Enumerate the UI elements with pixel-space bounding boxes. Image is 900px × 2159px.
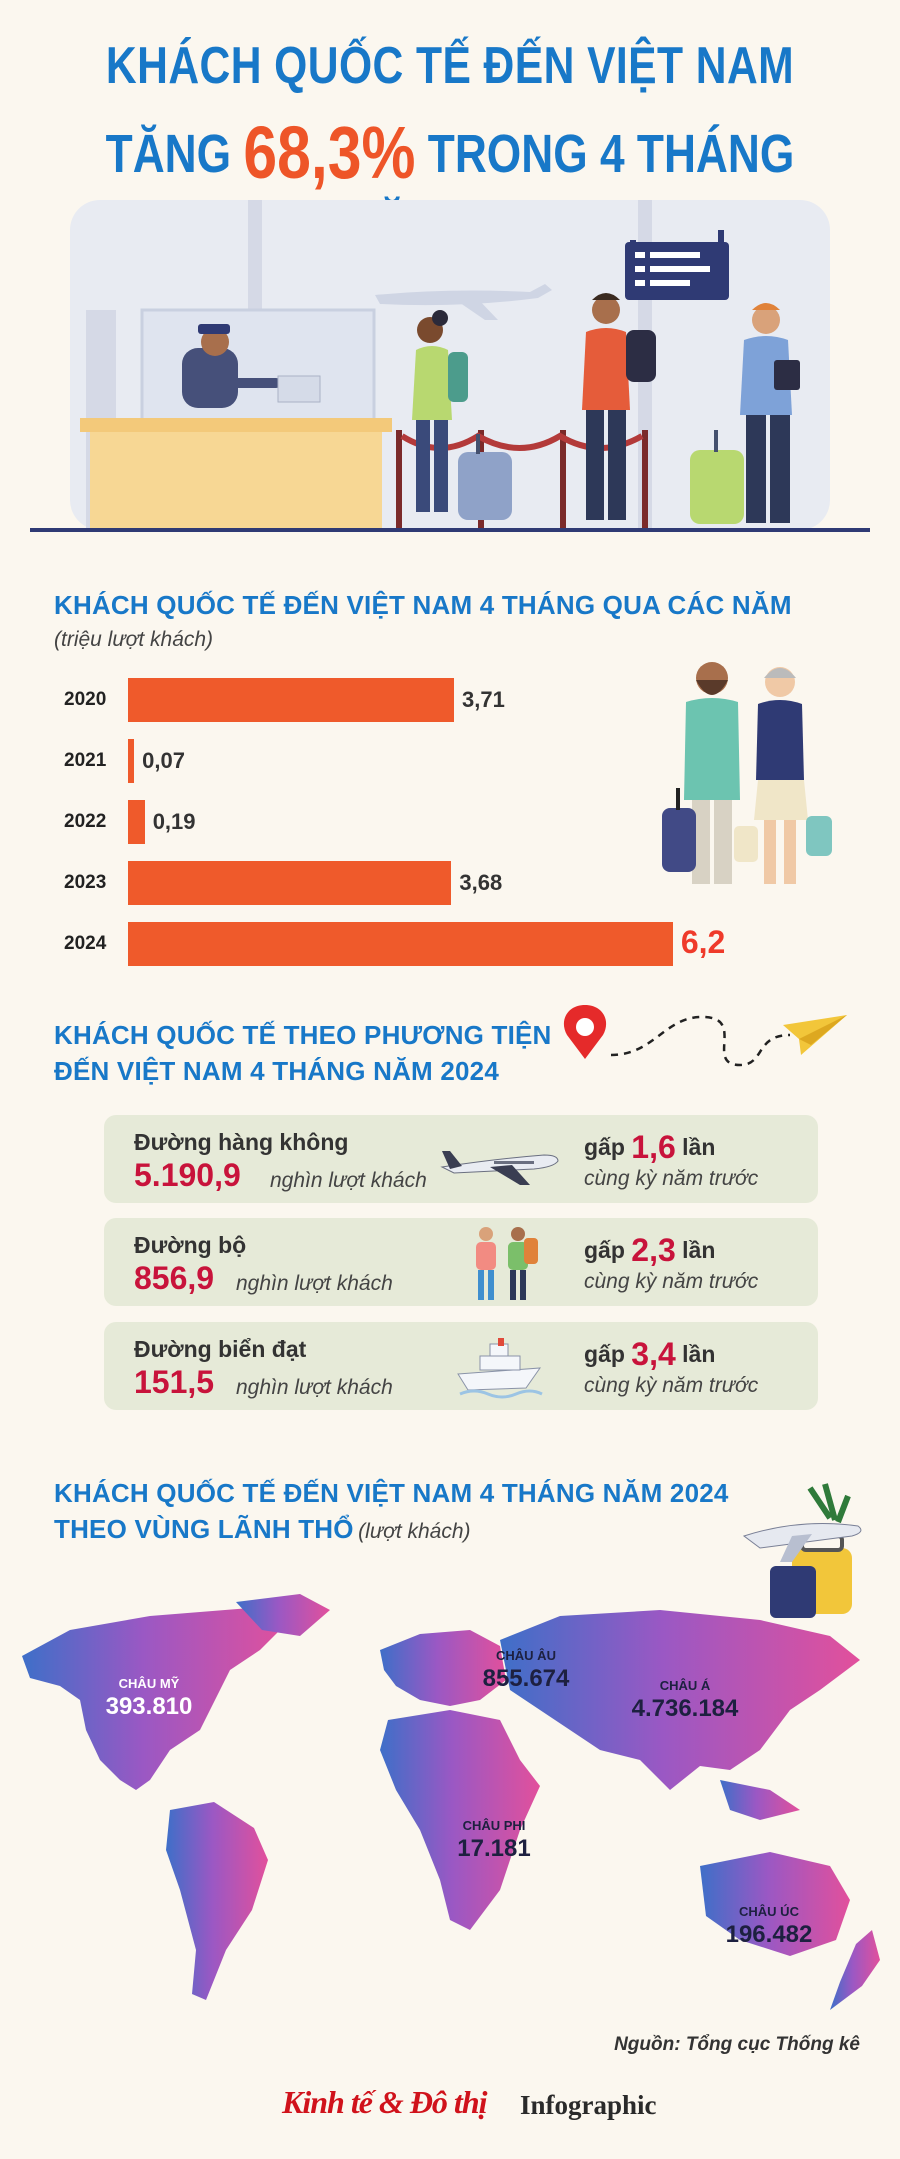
transport-card-sea: Đường biển đạt 151,5 nghìn lượt khách gấ… (104, 1322, 818, 1410)
growth-multiple: gấp 2,3 lần (584, 1232, 716, 1268)
australia-shape (700, 1852, 850, 1956)
asia-shape (500, 1610, 860, 1790)
south-america-shape (166, 1802, 268, 2000)
region-label-oceania: CHÂU ÚC 196.482 (725, 1904, 813, 1948)
bar-2023 (128, 861, 452, 905)
section-transport-title-line2: ĐẾN VIỆT NAM 4 THÁNG NĂM 2024 (54, 1056, 499, 1086)
traveler-woman (412, 310, 512, 520)
comparison-note: cùng kỳ năm trước (584, 1374, 759, 1397)
section-region-title-line2-wrap: THEO VÙNG LÃNH THỔ (lượt khách) (54, 1514, 471, 1545)
section-yearly-unit: (triệu lượt khách) (54, 628, 214, 651)
section-region-unit: (lượt khách) (358, 1520, 471, 1543)
title-prefix: TĂNG (105, 124, 232, 184)
bar-value-label-2020: 3,71 (462, 687, 505, 712)
bar-2021 (128, 739, 135, 783)
region-label-asia: CHÂU Á 4.736.184 (631, 1678, 739, 1722)
north-america-shape (22, 1608, 290, 1790)
transport-value: 5.190,9 (134, 1157, 241, 1193)
region-label-americas: CHÂU MỸ 393.810 (105, 1676, 193, 1720)
year-label-2021: 2021 (64, 750, 107, 771)
section-region-title-line2: THEO VÙNG LÃNH THỔ (54, 1514, 354, 1544)
elderly-couple-travelers-illustration (662, 662, 832, 884)
transport-card-road: Đường bộ 856,9 nghìn lượt khách gấp 2,3 … (104, 1218, 818, 1306)
traveler-man (582, 293, 656, 520)
southeast-asia-islands-shape (720, 1780, 800, 1820)
transport-unit: nghìn lượt khách (236, 1376, 393, 1399)
year-label-2024: 2024 (64, 933, 107, 954)
greenland-shape (236, 1594, 330, 1636)
airplane-icon (440, 1151, 559, 1185)
bar-2024 (128, 922, 673, 966)
transport-unit: nghìn lượt khách (236, 1272, 393, 1295)
transport-name: Đường hàng không (134, 1129, 349, 1155)
growth-multiple: gấp 3,4 lần (584, 1336, 716, 1372)
comparison-note: cùng kỳ năm trước (584, 1167, 759, 1190)
comparison-note: cùng kỳ năm trước (584, 1270, 759, 1293)
europe-shape (380, 1630, 506, 1706)
brand-suffix: Infographic (520, 2090, 657, 2120)
bar-value-label-2024: 6,2 (680, 924, 726, 960)
region-label-europe: CHÂU ÂU 855.674 (482, 1648, 570, 1692)
source-note: Nguồn: Tổng cục Thống kê (614, 2034, 860, 2055)
section-region-title-line1: KHÁCH QUỐC TẾ ĐẾN VIỆT NAM 4 THÁNG NĂM 2… (54, 1478, 729, 1508)
year-label-2020: 2020 (64, 689, 107, 710)
cruise-ship-icon (457, 1338, 543, 1399)
bar-value-label-2022: 0,19 (152, 809, 196, 834)
transport-card-air: Đường hàng không 5.190,9 nghìn lượt khác… (104, 1115, 818, 1203)
officer-figure (182, 324, 321, 408)
airport-check-in-illustration (30, 200, 870, 532)
route-pin-paper-plane-icon (563, 1005, 847, 1067)
transport-value: 151,5 (134, 1364, 215, 1400)
transport-name: Đường bộ (134, 1232, 247, 1258)
section-yearly-title: KHÁCH QUỐC TẾ ĐẾN VIỆT NAM 4 THÁNG QUA C… (54, 590, 792, 620)
transport-name: Đường biển đạt (134, 1336, 307, 1362)
year-label-2023: 2023 (64, 872, 107, 893)
page-title-line1: KHÁCH QUỐC TẾ ĐẾN VIỆT NAM (105, 37, 795, 95)
growth-highlight: 68,3% (243, 111, 416, 194)
bar-value-label-2023: 3,68 (459, 870, 503, 895)
section-transport-title-line1: KHÁCH QUỐC TẾ THEO PHƯƠNG TIỆN (54, 1020, 552, 1050)
brand-logo: Kinh tế & Đô thị (282, 2084, 487, 2120)
bar-2020 (128, 678, 455, 722)
travel-luggage-plane-illustration (742, 1483, 862, 1618)
airplane-icon (375, 284, 552, 320)
year-label-2022: 2022 (64, 811, 107, 832)
traveler-man-with-luggage (690, 303, 800, 524)
africa-shape (380, 1710, 540, 1930)
new-zealand-shape (830, 1930, 880, 2010)
growth-multiple: gấp 1,6 lần (584, 1129, 716, 1165)
transport-value: 856,9 (134, 1260, 215, 1296)
bar-2022 (128, 800, 145, 844)
region-label-africa: CHÂU PHI 17.181 (457, 1818, 531, 1862)
world-map (22, 1594, 880, 2010)
bar-value-label-2021: 0,07 (142, 748, 185, 773)
transport-unit: nghìn lượt khách (270, 1169, 427, 1192)
departure-board-icon (625, 230, 729, 300)
hikers-icon (476, 1227, 538, 1300)
